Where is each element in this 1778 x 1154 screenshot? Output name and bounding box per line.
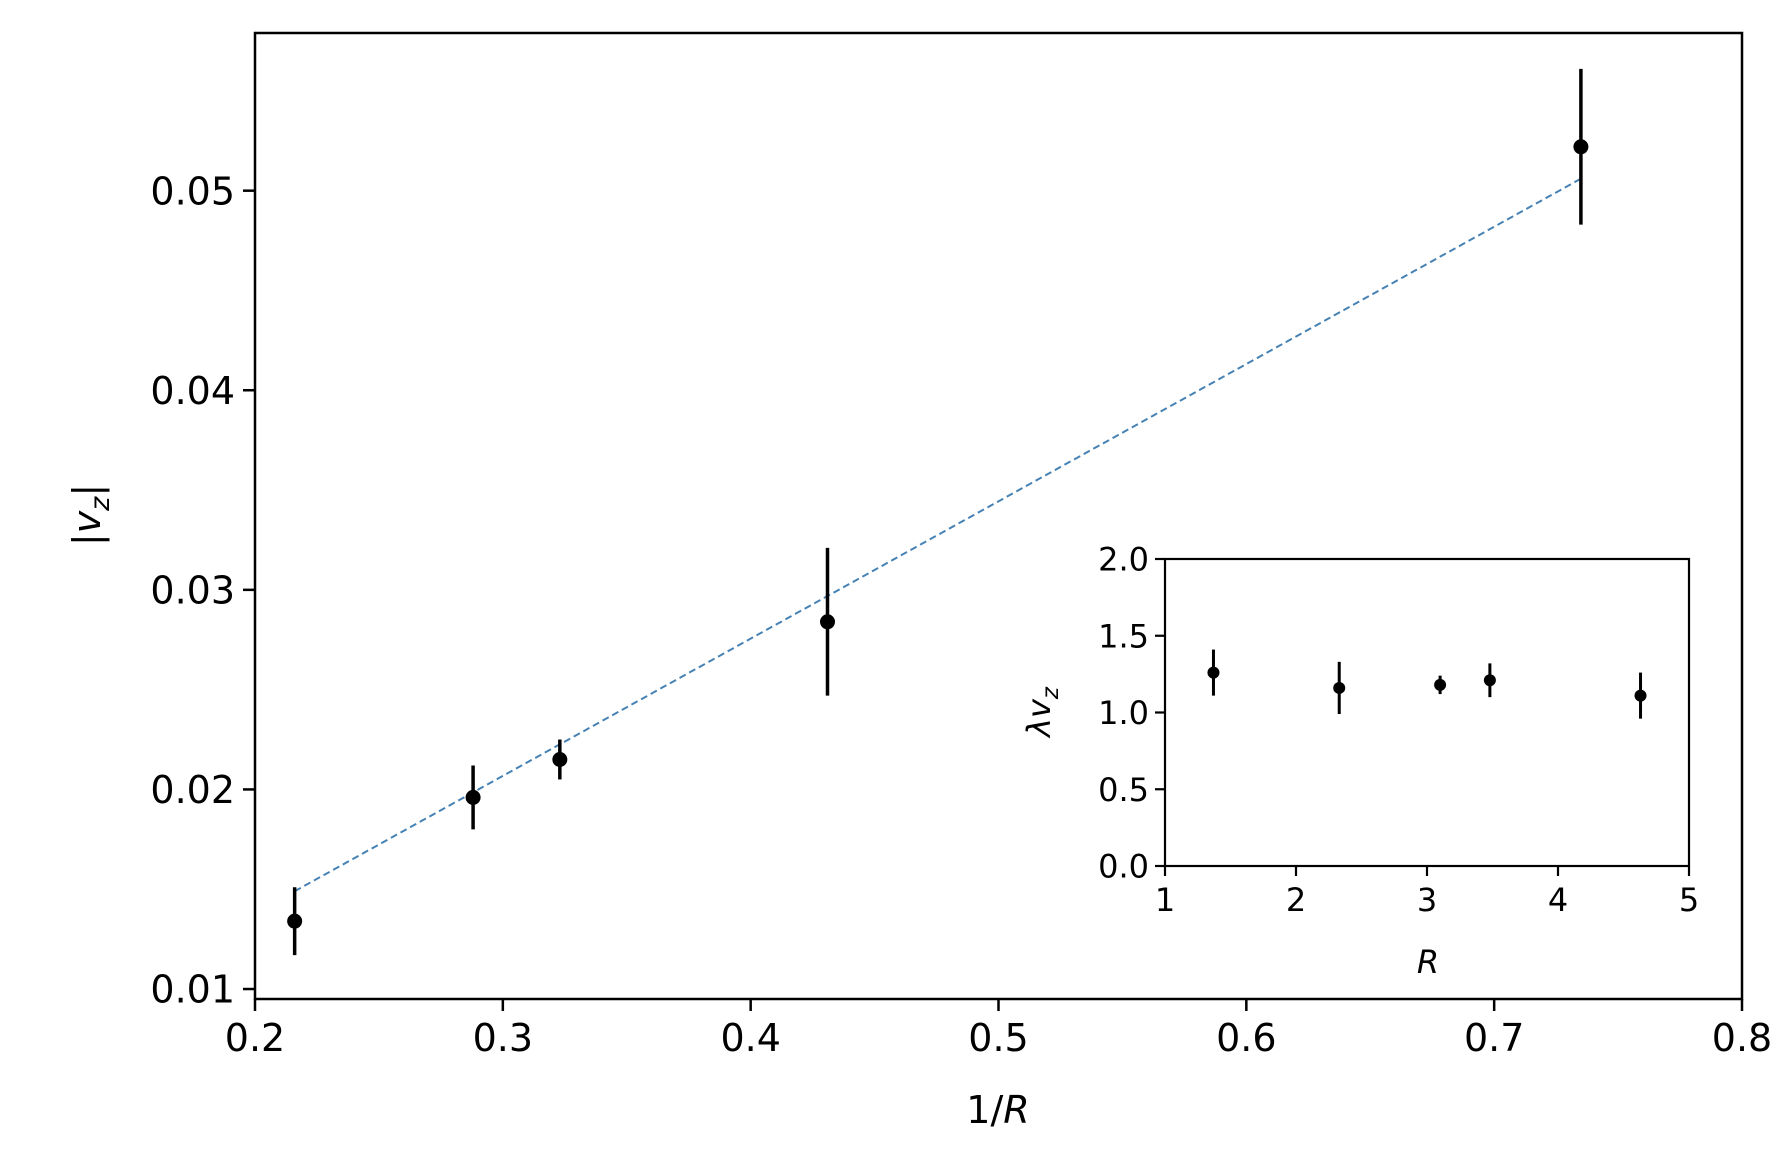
- inset-y-axis: 0.0 0.5 1.0 1.5 2.0: [1098, 541, 1165, 886]
- main-chart: 0.2 0.3 0.4 0.5 0.6 0.7 0.8 0.010.020.030.040.…: [65, 31, 1772, 1132]
- main-y-tick-label: 0.02: [150, 768, 235, 812]
- main-y-tick-label: 0.05: [150, 169, 235, 213]
- inset-chart: 1 2 3 4 5 0.0 0.5 1.0 1.5 2.0 R λvz: [1020, 541, 1699, 981]
- main-marker: [819, 614, 835, 630]
- main-data-point: [552, 739, 568, 780]
- inset-data-point: [1483, 663, 1496, 698]
- main-marker: [1573, 139, 1589, 155]
- main-x-tick-label: 0.8: [1712, 1016, 1772, 1060]
- svg-text:|vz|: |vz|: [65, 484, 116, 546]
- main-marker: [465, 789, 481, 805]
- main-y-tick-label: 0.01: [150, 968, 235, 1012]
- main-marker: [287, 913, 303, 929]
- inset-y-tick-label: 1.0: [1098, 694, 1149, 732]
- inset-x-axis: 1 2 3 4 5: [1155, 866, 1699, 919]
- main-x-tick-label: 0.5: [968, 1016, 1028, 1060]
- inset-y-tick-label: 0.0: [1098, 848, 1149, 886]
- main-fit-line: [294, 177, 1582, 893]
- main-x-tick-label: 0.4: [720, 1016, 780, 1060]
- inset-data-point: [1207, 649, 1220, 696]
- main-data-point: [819, 547, 835, 696]
- inset-y-tick-label: 1.5: [1098, 617, 1149, 655]
- main-x-axis: 0.2 0.3 0.4 0.5 0.6 0.7 0.8: [225, 999, 1772, 1060]
- main-x-tick-label: 0.7: [1464, 1016, 1524, 1060]
- main-y-tick-label: 0.04: [150, 369, 235, 413]
- inset-x-tick-label: 5: [1679, 881, 1699, 919]
- main-fit-line-layer: [294, 177, 1582, 893]
- inset-data-point: [1333, 661, 1346, 715]
- main-y-axis-label: |vz|: [65, 484, 116, 546]
- main-x-tick-label: 0.2: [225, 1016, 285, 1060]
- inset-marker: [1434, 678, 1447, 691]
- main-marker: [552, 751, 568, 767]
- inset-plot-frame: [1163, 557, 1691, 868]
- inset-data-points: [1207, 649, 1647, 719]
- inset-marker: [1634, 689, 1647, 702]
- inset-marker: [1483, 674, 1496, 687]
- main-x-tick-label: 0.3: [473, 1016, 533, 1060]
- main-data-point: [287, 887, 303, 956]
- inset-x-tick-label: 3: [1417, 881, 1437, 919]
- main-data-point: [1573, 68, 1589, 225]
- inset-x-tick-label: 1: [1155, 881, 1175, 919]
- inset-data-point: [1634, 672, 1647, 719]
- inset-data-point: [1434, 675, 1447, 695]
- svg-text:λvz: λvz: [1020, 686, 1064, 739]
- inset-y-tick-label: 0.5: [1098, 771, 1149, 809]
- main-y-tick-label: 0.03: [150, 569, 235, 613]
- main-x-axis-label: 1/R: [966, 1088, 1029, 1132]
- inset-marker: [1333, 681, 1346, 694]
- main-data-point: [465, 765, 481, 830]
- inset-x-axis-label: R: [1417, 943, 1439, 981]
- inset-x-tick-label: 4: [1548, 881, 1568, 919]
- inset-y-tick-label: 2.0: [1098, 541, 1149, 579]
- main-data-points: [287, 68, 1589, 956]
- inset-x-tick-label: 2: [1286, 881, 1306, 919]
- inset-y-axis-label: λvz: [1020, 686, 1064, 739]
- main-y-axis: 0.01 0.02 0.03 0.04 0.05: [150, 169, 255, 1012]
- main-x-tick-label: 0.6: [1216, 1016, 1276, 1060]
- inset-marker: [1207, 666, 1220, 679]
